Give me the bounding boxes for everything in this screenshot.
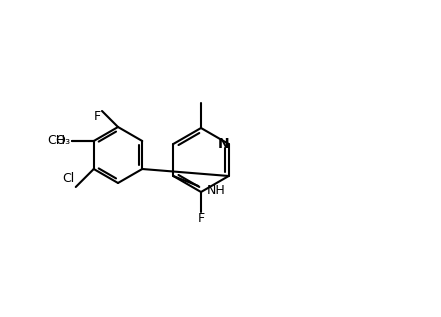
Text: Cl: Cl xyxy=(63,172,75,185)
Text: NH: NH xyxy=(206,184,225,197)
Text: F: F xyxy=(93,109,101,122)
Text: CH₃: CH₃ xyxy=(47,134,70,147)
Text: F: F xyxy=(198,212,205,225)
Text: O: O xyxy=(55,134,65,147)
Text: N: N xyxy=(218,137,229,151)
